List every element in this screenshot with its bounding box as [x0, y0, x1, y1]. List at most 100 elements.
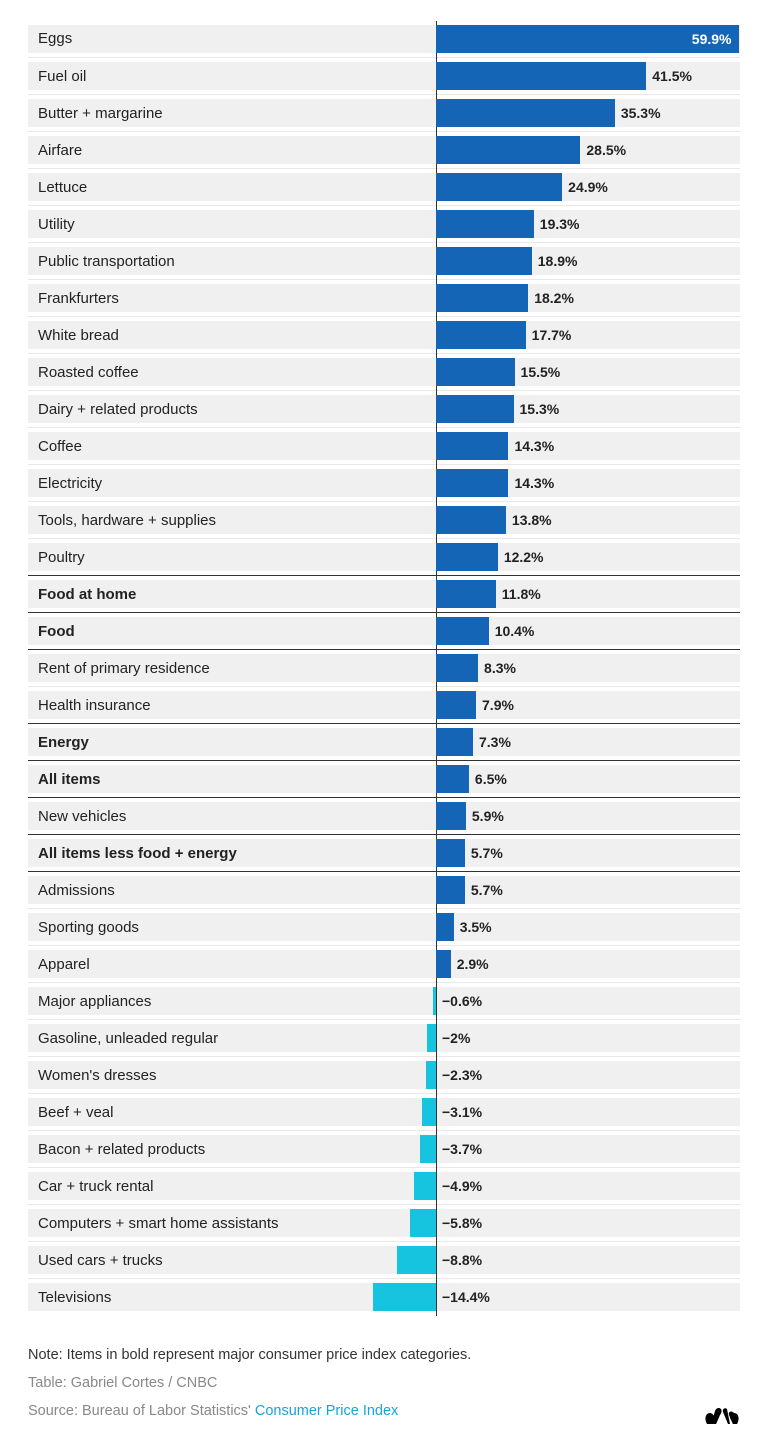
positive-bar-track: 14.3%: [436, 469, 740, 497]
row-label: Admissions: [28, 876, 370, 904]
bar-value: 35.3%: [615, 99, 661, 127]
bar-negative: [410, 1209, 436, 1237]
chart-row: Computers + smart home assistants −5.8%: [28, 1204, 740, 1241]
bar-value: −5.8%: [436, 1209, 482, 1237]
row-label: Food: [28, 617, 370, 645]
negative-bar-track: [370, 1246, 436, 1274]
chart-row: Tools, hardware + supplies13.8%: [28, 501, 740, 538]
row-label: Utility: [28, 210, 370, 238]
bar-positive: [436, 543, 498, 571]
row-label: Televisions: [28, 1283, 370, 1311]
row-label: Computers + smart home assistants: [28, 1209, 370, 1237]
chart-row: Butter + margarine 35.3%: [28, 94, 740, 131]
negative-bar-track: [370, 1061, 436, 1089]
chart-row: Used cars + trucks −8.8%: [28, 1241, 740, 1278]
chart-row: Energy7.3%: [28, 723, 740, 760]
chart-row: Car + truck rental−4.9%: [28, 1167, 740, 1204]
bar-value: 12.2%: [498, 543, 544, 571]
bar-value: 15.5%: [515, 358, 561, 386]
bar-value: 10.4%: [489, 617, 535, 645]
bar-value: 15.3%: [514, 395, 560, 423]
positive-bar-track: −8.8%: [436, 1246, 740, 1274]
negative-bar-track: [370, 358, 436, 386]
positive-bar-track: 7.9%: [436, 691, 740, 719]
chart-row: Women's dresses−2.3%: [28, 1056, 740, 1093]
negative-bar-track: [370, 506, 436, 534]
bar-positive: [436, 62, 646, 90]
positive-bar-track: 10.4%: [436, 617, 740, 645]
negative-bar-track: [370, 617, 436, 645]
positive-bar-track: 8.3%: [436, 654, 740, 682]
bar-positive: [436, 913, 454, 941]
bar-negative: [422, 1098, 436, 1126]
bar-negative: [414, 1172, 436, 1200]
row-label: All items: [28, 765, 370, 793]
row-label: Dairy + related products: [28, 395, 370, 423]
bar-value: 5.7%: [465, 876, 503, 904]
row-label: Tools, hardware + supplies: [28, 506, 370, 534]
positive-bar-track: 17.7%: [436, 321, 740, 349]
chart-row: Utility 19.3%: [28, 205, 740, 242]
negative-bar-track: [370, 136, 436, 164]
positive-bar-track: 5.9%: [436, 802, 740, 830]
bar-positive: [436, 432, 508, 460]
negative-bar-track: [370, 876, 436, 904]
negative-bar-track: [370, 580, 436, 608]
chart-row: Bacon + related products−3.7%: [28, 1130, 740, 1167]
row-label: New vehicles: [28, 802, 370, 830]
negative-bar-track: [370, 247, 436, 275]
negative-bar-track: [370, 469, 436, 497]
bar-value: 28.5%: [580, 136, 626, 164]
negative-bar-track: [370, 173, 436, 201]
bar-positive: [436, 469, 508, 497]
bar-value: 18.9%: [532, 247, 578, 275]
negative-bar-track: [370, 1283, 436, 1311]
positive-bar-track: 2.9%: [436, 950, 740, 978]
bar-positive: [436, 136, 580, 164]
row-label: Public transportation: [28, 247, 370, 275]
nbc-peacock-logo-icon: [704, 1404, 740, 1424]
chart-row: All items 6.5%: [28, 760, 740, 797]
row-label: Frankfurters: [28, 284, 370, 312]
negative-bar-track: [370, 543, 436, 571]
positive-bar-track: 28.5%: [436, 136, 740, 164]
positive-bar-track: 3.5%: [436, 913, 740, 941]
bar-positive: [436, 210, 534, 238]
chart-footer: Note: Items in bold represent major cons…: [0, 1333, 768, 1442]
positive-bar-track: −0.6%: [436, 987, 740, 1015]
chart-row: Televisions−14.4%: [28, 1278, 740, 1315]
bar-negative: [397, 1246, 436, 1274]
negative-bar-track: [370, 765, 436, 793]
positive-bar-track: 12.2%: [436, 543, 740, 571]
bar-value: 19.3%: [534, 210, 580, 238]
bar-value: 24.9%: [562, 173, 608, 201]
negative-bar-track: [370, 210, 436, 238]
chart-row: Sporting goods3.5%: [28, 908, 740, 945]
negative-bar-track: [370, 802, 436, 830]
bar-value: 8.3%: [478, 654, 516, 682]
negative-bar-track: [370, 654, 436, 682]
bar-value: 2.9%: [451, 950, 489, 978]
chart-row: Major appliances −0.6%: [28, 982, 740, 1019]
bar-value: −0.6%: [436, 987, 482, 1015]
row-label: Major appliances: [28, 987, 370, 1015]
bar-positive: [436, 395, 514, 423]
negative-bar-track: [370, 839, 436, 867]
row-label: Lettuce: [28, 173, 370, 201]
row-label: Used cars + trucks: [28, 1246, 370, 1274]
negative-bar-track: [370, 1135, 436, 1163]
bar-value: −8.8%: [436, 1246, 482, 1274]
row-label: Apparel: [28, 950, 370, 978]
bar-positive: [436, 950, 451, 978]
negative-bar-track: [370, 950, 436, 978]
positive-bar-track: −5.8%: [436, 1209, 740, 1237]
positive-bar-track: 7.3%: [436, 728, 740, 756]
chart-row: Apparel 2.9%: [28, 945, 740, 982]
row-label: Women's dresses: [28, 1061, 370, 1089]
bar-value: 7.9%: [476, 691, 514, 719]
row-label: Butter + margarine: [28, 99, 370, 127]
bar-value: 6.5%: [469, 765, 507, 793]
negative-bar-track: [370, 987, 436, 1015]
negative-bar-track: [370, 62, 436, 90]
bar-value: −3.1%: [436, 1098, 482, 1126]
